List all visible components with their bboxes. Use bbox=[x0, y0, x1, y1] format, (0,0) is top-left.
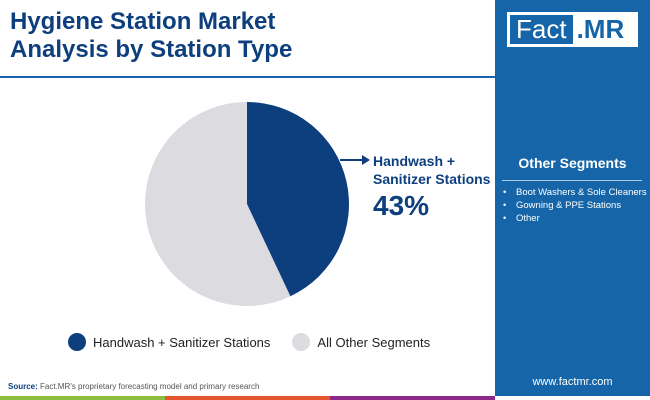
segments-divider bbox=[502, 180, 642, 181]
segment-item: Boot Washers & Sole Cleaners bbox=[503, 186, 648, 199]
logo-part-1: Fact bbox=[510, 15, 573, 44]
website-url: www.factmr.com bbox=[532, 376, 613, 388]
footer-bar-purple bbox=[330, 396, 495, 400]
title-divider bbox=[0, 76, 495, 78]
side-panel: Fact.MR Other Segments Boot Washers & So… bbox=[495, 0, 650, 396]
callout-label-1: Handwash + bbox=[373, 153, 456, 169]
legend-swatch bbox=[68, 333, 86, 351]
callout-value: 43% bbox=[373, 190, 430, 221]
factmr-logo: Fact .MR bbox=[507, 12, 638, 47]
legend-label: Handwash + Sanitizer Stations bbox=[93, 334, 271, 350]
footer-bar-orange bbox=[165, 396, 330, 400]
source-label: Source: bbox=[8, 382, 38, 391]
segment-item: Other bbox=[503, 212, 648, 225]
legend-item: All Other Segments bbox=[292, 333, 430, 351]
callout-arrowhead bbox=[362, 155, 370, 165]
callout-label-2: Sanitizer Stations bbox=[373, 171, 491, 187]
callout-label: Handwash + Sanitizer Stations bbox=[373, 152, 490, 188]
legend-label: All Other Segments bbox=[317, 334, 431, 350]
legend-item: Handwash + Sanitizer Stations bbox=[68, 333, 270, 351]
other-segments-title: Other Segments bbox=[518, 155, 627, 171]
source-note: Source: Fact.MR's proprietary forecastin… bbox=[8, 382, 259, 391]
footer-bar-green bbox=[0, 396, 165, 400]
segments-list: Boot Washers & Sole Cleaners Gowning & P… bbox=[503, 186, 648, 225]
legend-swatch bbox=[292, 333, 311, 351]
title-line-1: Hygiene Station Market bbox=[10, 8, 276, 35]
legend: Handwash + Sanitizer Stations All Other … bbox=[68, 333, 452, 351]
chart-title: Hygiene Station Market Analysis by Statio… bbox=[10, 8, 292, 64]
logo-part-2: .MR bbox=[576, 14, 625, 44]
pie-slice-other-segments bbox=[145, 102, 291, 306]
pie-chart bbox=[145, 102, 370, 306]
title-line-2: Analysis by Station Type bbox=[10, 36, 293, 63]
segment-item: Gowning & PPE Stations bbox=[503, 199, 648, 212]
pie-slice-handwash-sanitizer bbox=[247, 102, 349, 297]
source-text: Fact.MR's proprietary forecasting model … bbox=[37, 382, 260, 391]
